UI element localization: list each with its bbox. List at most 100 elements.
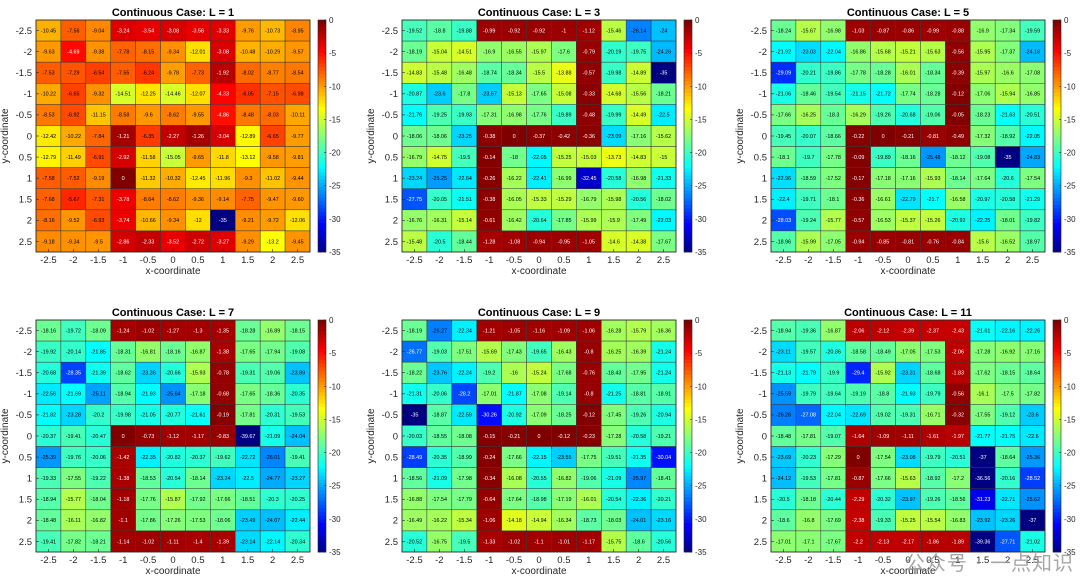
colorbar-segment xyxy=(684,78,692,83)
cell-value-label: -15.93 xyxy=(190,371,205,377)
cell-value-label: -22.4 xyxy=(777,197,789,203)
colorbar-segment xyxy=(684,533,692,538)
cell-value-label: -0.83 xyxy=(217,434,229,440)
cell-value-label: -22.6 xyxy=(1026,434,1038,440)
colorbar-segment xyxy=(1053,497,1061,502)
cell-value-label: -11.58 xyxy=(141,155,156,161)
cell-value-label: -15.6 xyxy=(977,239,989,245)
colorbar-segment xyxy=(318,132,326,137)
chart-title: Continuous Case: L = 11 xyxy=(844,307,972,319)
cell-value-label: -16.25 xyxy=(606,349,621,355)
cell-value-label: -17.54 xyxy=(432,497,447,503)
colorbar-segment xyxy=(1053,41,1061,46)
colorbar-segment xyxy=(684,450,692,455)
colorbar-segment xyxy=(684,359,692,364)
cell-value-label: -2.86 xyxy=(117,239,129,245)
cell-value-label: -16.11 xyxy=(66,518,81,524)
colorbar-segment xyxy=(318,248,326,253)
cell-value-label: -26.77 xyxy=(407,349,422,355)
x-tick-label: 0.5 xyxy=(557,255,570,266)
cell-value-label: -8.02 xyxy=(242,71,254,77)
x-tick-label: 1.5 xyxy=(241,255,254,266)
cell-value-label: -0.14 xyxy=(483,155,495,161)
colorbar-segment xyxy=(1053,515,1061,520)
cell-value-label: -21.72 xyxy=(875,92,890,98)
cell-value-label: -1.21 xyxy=(483,328,495,334)
cell-value-label: -17.08 xyxy=(1025,71,1040,77)
cell-value-label: -1.89 xyxy=(952,539,964,545)
colorbar-segment xyxy=(684,428,692,433)
y-tick-label: 2 xyxy=(393,516,398,527)
cell-value-label: -15.97 xyxy=(531,49,546,55)
colorbar-tick-label: -20 xyxy=(695,149,707,158)
cell-value-label: -20.21 xyxy=(656,497,671,503)
y-tick-label: 2 xyxy=(762,516,767,527)
cell-value-label: -10.48 xyxy=(240,49,255,55)
cell-value-label: -18.22 xyxy=(407,371,422,377)
colorbar-segment xyxy=(1053,432,1061,437)
cell-value-label: -21.25 xyxy=(606,392,621,398)
cell-value-label: -0.64 xyxy=(483,497,495,503)
colorbar-segment xyxy=(684,241,692,246)
cell-value-label: -19.79 xyxy=(925,392,940,398)
cell-value-label: -14.51 xyxy=(116,92,131,98)
colorbar-segment xyxy=(684,381,692,386)
cell-value-label: -15.37 xyxy=(900,218,915,224)
cell-value-label: -18.92 xyxy=(1000,134,1015,140)
y-tick-label: -1.5 xyxy=(16,68,32,79)
colorbar-segment xyxy=(318,457,326,462)
cell-value-label: -18.09 xyxy=(91,328,106,334)
y-tick-label: 0.5 xyxy=(385,452,398,463)
colorbar-segment xyxy=(318,212,326,217)
y-tick-label: 0 xyxy=(393,131,398,142)
cell-value-label: -21.93 xyxy=(900,392,915,398)
cell-value-label: -15.48 xyxy=(432,71,447,77)
colorbar-segment xyxy=(1053,428,1061,433)
cell-value-label: -17.28 xyxy=(606,434,621,440)
cell-value-label: -0.87 xyxy=(852,476,864,482)
cell-value-label: -9.63 xyxy=(42,49,54,55)
cell-value-label: -23.14 xyxy=(240,539,255,545)
cell-value-label: -16.79 xyxy=(407,155,422,161)
cell-value-label: -23.6 xyxy=(433,92,445,98)
colorbar-segment xyxy=(318,421,326,426)
x-tick-label: -2 xyxy=(435,555,443,566)
cell-value-label: -20.58 xyxy=(631,434,646,440)
y-tick-label: 2 xyxy=(393,216,398,227)
colorbar: 0 -5 -10 -15 -20 -25 -30 -35 xyxy=(1052,16,1076,257)
cell-value-label: -7.56 xyxy=(67,28,79,34)
cell-value-label: -0.22 xyxy=(852,134,864,140)
colorbar-segment xyxy=(1053,345,1061,350)
cell-value-label: -19.92 xyxy=(41,349,56,355)
cell-value-label: -0.15 xyxy=(483,434,495,440)
cell-value-label: -14.49 xyxy=(631,113,646,119)
cell-value-label: -0.36 xyxy=(852,197,864,203)
cell-value-label: -15.08 xyxy=(556,92,571,98)
cell-value-label: -15.93 xyxy=(925,176,940,182)
colorbar-tick-label: -35 xyxy=(1064,548,1076,557)
colorbar-segment xyxy=(318,59,326,64)
colorbar-segment xyxy=(318,190,326,195)
y-tick-label: -2 xyxy=(24,47,32,58)
colorbar-segment xyxy=(684,128,692,133)
colorbar-tick-label: -15 xyxy=(1064,115,1076,124)
colorbar: 0 -5 -10 -15 -20 -25 -30 -35 xyxy=(317,16,341,257)
x-tick-label: -0.5 xyxy=(140,555,156,566)
cell-value-label: -22.96 xyxy=(776,176,791,182)
colorbar-segment xyxy=(318,38,326,43)
colorbar-segment xyxy=(318,483,326,488)
cell-value-label: -27.08 xyxy=(801,413,816,419)
colorbar-segment xyxy=(1053,165,1061,170)
cell-value-label: -20.35 xyxy=(290,392,305,398)
colorbar-segment xyxy=(684,150,692,155)
cell-value-label: -18.58 xyxy=(851,349,866,355)
colorbar-segment xyxy=(318,501,326,506)
colorbar-segment xyxy=(1053,226,1061,231)
cell-value-label: -20.77 xyxy=(165,413,180,419)
colorbar-segment xyxy=(1053,403,1061,408)
cell-value-label: -16.89 xyxy=(265,328,280,334)
x-axis-label: x-coordinate xyxy=(511,566,566,577)
cell-value-label: -15.75 xyxy=(606,539,621,545)
cell-value-label: -0.17 xyxy=(852,176,864,182)
cell-value-label: -14.68 xyxy=(606,92,621,98)
